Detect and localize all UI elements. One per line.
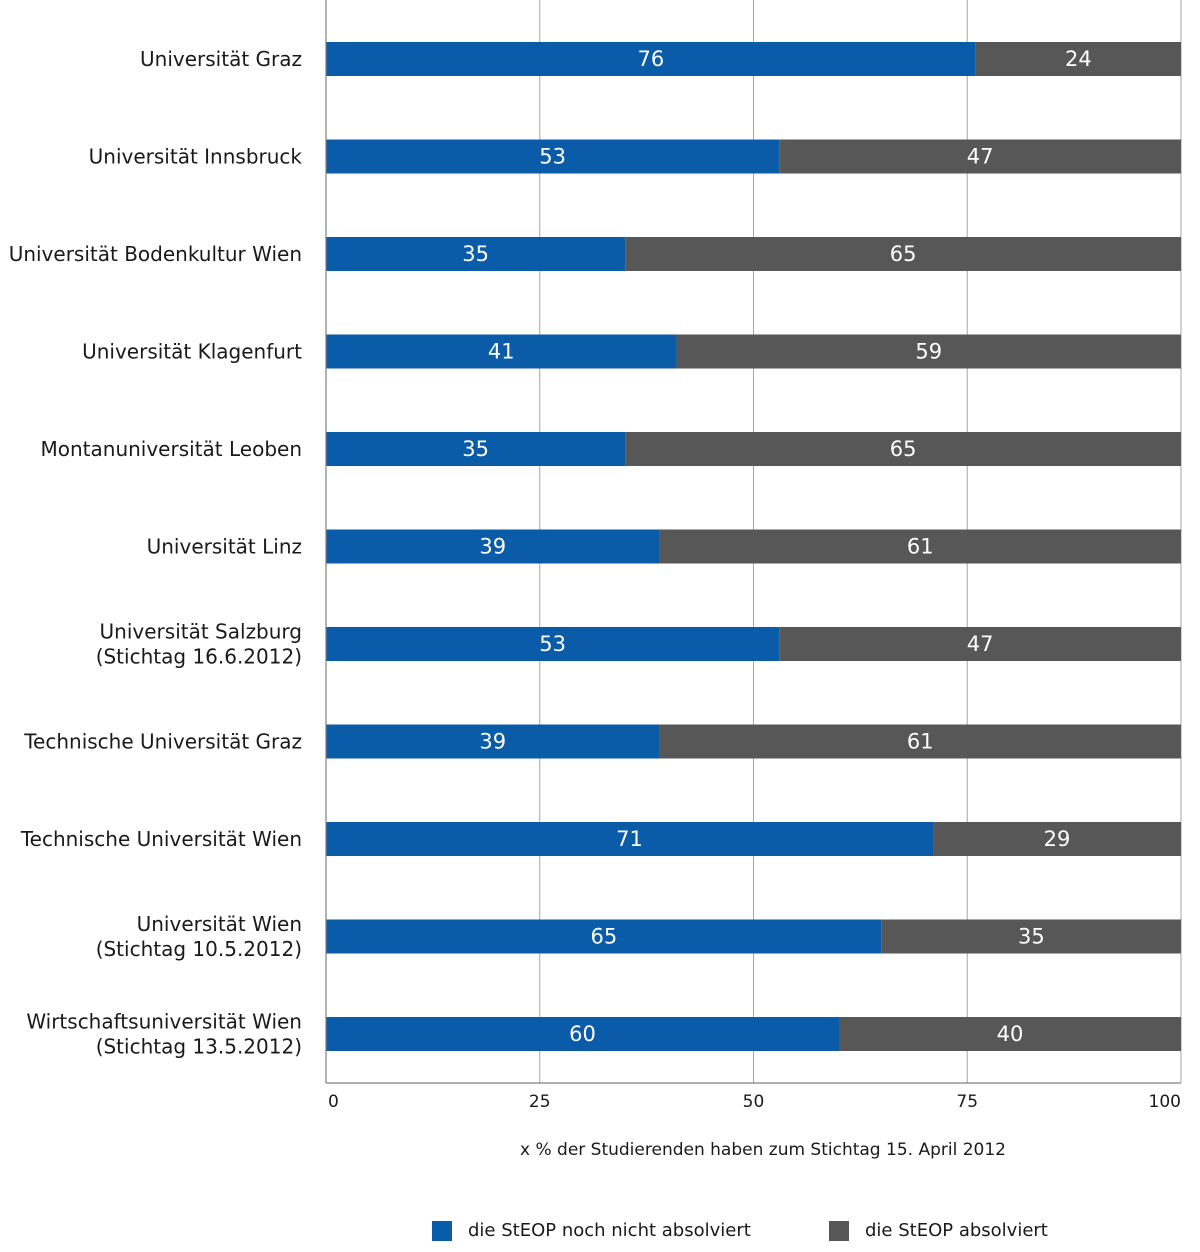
data-label: 61 xyxy=(907,535,934,559)
bar-not-completed xyxy=(326,42,976,76)
data-label: 71 xyxy=(616,827,643,851)
data-label: 35 xyxy=(462,242,489,266)
data-label: 65 xyxy=(890,437,917,461)
data-label: 65 xyxy=(890,242,917,266)
bar-completed xyxy=(975,42,1181,76)
category-label: (Stichtag 13.5.2012) xyxy=(96,1035,302,1059)
data-label: 35 xyxy=(1018,925,1045,949)
category-label: (Stichtag 10.5.2012) xyxy=(96,937,302,961)
category-label: Universität Graz xyxy=(140,47,302,71)
x-tick-label: 25 xyxy=(529,1092,551,1110)
data-label: 40 xyxy=(997,1022,1024,1046)
x-tick-label: 50 xyxy=(743,1092,765,1110)
data-label: 24 xyxy=(1065,47,1092,71)
data-label: 39 xyxy=(479,535,506,559)
bar-completed xyxy=(659,529,1181,564)
data-label: 60 xyxy=(569,1022,596,1046)
category-label: Universität Klagenfurt xyxy=(82,340,302,364)
data-label: 65 xyxy=(591,925,618,949)
stacked-bar-chart: 0 25 50 75 100 76 24 Universität Graz 53 47 Univer… xyxy=(9,0,1182,1110)
data-label: 53 xyxy=(539,632,566,656)
data-label: 41 xyxy=(488,340,515,364)
bar-completed xyxy=(659,724,1181,759)
bar-not-completed xyxy=(326,529,660,564)
legend-label: die StEOP absolviert xyxy=(865,1220,1048,1241)
category-label: Universität Salzburg xyxy=(100,620,302,644)
data-label: 59 xyxy=(915,340,942,364)
bar-not-completed xyxy=(326,139,780,174)
data-label: 53 xyxy=(539,145,566,169)
bar-not-completed xyxy=(326,334,677,369)
x-tick-label: 75 xyxy=(956,1092,978,1110)
category-label: Universität Bodenkultur Wien xyxy=(9,242,302,266)
data-label: 47 xyxy=(967,145,994,169)
data-label: 61 xyxy=(907,730,934,754)
data-label: 47 xyxy=(967,632,994,656)
legend-item-completed: die StEOP absolviert xyxy=(829,1220,1048,1241)
data-label: 39 xyxy=(479,730,506,754)
legend-item-not-completed: die StEOP noch nicht absolviert xyxy=(432,1220,751,1241)
category-label: (Stichtag 16.6.2012) xyxy=(96,645,302,669)
bar-not-completed xyxy=(326,724,660,759)
bar-completed xyxy=(625,432,1181,466)
category-label: Universität Wien xyxy=(137,912,302,936)
category-label: Technische Universität Wien xyxy=(20,827,302,851)
category-label: Universität Linz xyxy=(147,535,302,559)
x-tick-label: 100 xyxy=(1149,1092,1181,1110)
bar-completed xyxy=(839,1017,1181,1051)
bar-completed xyxy=(779,627,1181,661)
x-axis-label: x % der Studierenden haben zum Stichtag … xyxy=(0,1140,1200,1160)
bar-completed xyxy=(625,237,1181,271)
x-axis-label-text: x % der Studierenden haben zum Stichtag … xyxy=(520,1140,1006,1160)
category-label: Technische Universität Graz xyxy=(23,730,302,754)
bar-not-completed xyxy=(326,919,882,954)
data-label: 35 xyxy=(462,437,489,461)
bar-completed xyxy=(881,919,1181,954)
legend: die StEOP noch nicht absolviert die StEO… xyxy=(0,1220,1200,1248)
category-label: Wirtschaftsuniversität Wien xyxy=(26,1010,302,1034)
bar-completed xyxy=(676,334,1181,369)
category-label: Montanuniversität Leoben xyxy=(41,437,303,461)
bar-not-completed xyxy=(326,432,626,466)
legend-swatch-blue xyxy=(432,1220,452,1241)
bar-completed xyxy=(933,822,1181,856)
category-label: Universität Innsbruck xyxy=(89,145,303,169)
bar-not-completed xyxy=(326,627,780,661)
data-label: 76 xyxy=(638,47,665,71)
legend-swatch-gray xyxy=(829,1220,849,1241)
legend-label: die StEOP noch nicht absolviert xyxy=(468,1220,751,1241)
bar-not-completed xyxy=(326,1017,839,1051)
bar-not-completed xyxy=(326,237,626,271)
bar-not-completed xyxy=(326,822,934,856)
x-tick-label: 0 xyxy=(328,1092,339,1110)
data-label: 29 xyxy=(1044,827,1071,851)
bar-completed xyxy=(779,139,1181,174)
